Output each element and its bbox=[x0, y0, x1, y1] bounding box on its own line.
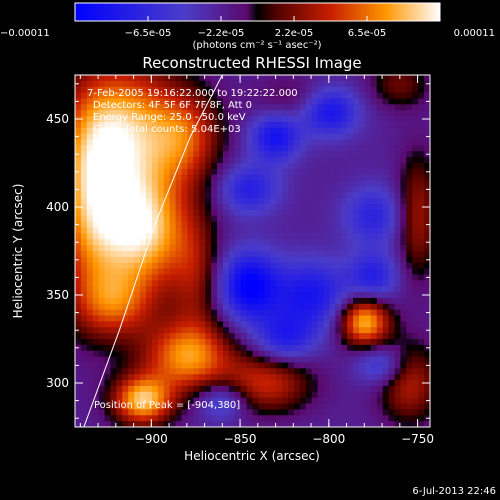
annotation-time: 7-Feb-2005 19:16:22.000 to 19:22:22.000 bbox=[87, 88, 298, 99]
footer-timestamp: 6-Jul-2013 22:46 bbox=[412, 486, 496, 497]
colorbar-tick-label: −6.5e-05 bbox=[125, 28, 172, 39]
annotation-peak: Position of Peak = [-904,380] bbox=[94, 400, 240, 411]
y-tick-label: 350 bbox=[46, 288, 69, 302]
axis-ticks: −900 −850 −800 −750 300 350 400 450 bbox=[46, 75, 434, 446]
solar-limb-line bbox=[83, 75, 223, 427]
heatmap-image bbox=[75, 75, 430, 427]
colorbar-tick-label: −2.2e-05 bbox=[198, 28, 245, 39]
y-axis-label: Heliocentric Y (arcsec) bbox=[11, 184, 25, 319]
annotation-energy: Energy Range: 25.0 - 50.0 keV bbox=[93, 112, 246, 123]
x-axis-label: Heliocentric X (arcsec) bbox=[184, 449, 320, 463]
colorbar bbox=[74, 2, 441, 22]
x-tick-label: −800 bbox=[312, 432, 345, 446]
annotation-detectors: Detectors: 4F 5F 6F 7F 8F, Att 0 bbox=[93, 100, 252, 111]
x-tick-label: −850 bbox=[224, 432, 257, 446]
colorbar-tick-label: 0.00011 bbox=[454, 28, 495, 39]
y-tick-label: 450 bbox=[46, 112, 69, 126]
annotation-clean: Clean Total counts: 5.04E+03 bbox=[93, 124, 241, 135]
colorbar-unit-label: (photons cm⁻² s⁻¹ asec⁻²) bbox=[192, 40, 321, 51]
colorbar-tick-label: −0.00011 bbox=[0, 28, 50, 39]
x-tick-label: −900 bbox=[135, 432, 168, 446]
colorbar-tick-label: 6.5e-05 bbox=[348, 28, 386, 39]
x-tick-label: −750 bbox=[401, 432, 434, 446]
colorbar-tick-label: 2.2e-05 bbox=[275, 28, 313, 39]
plot-frame bbox=[74, 74, 431, 428]
colorbar-ticks: −0.00011 −6.5e-05 −2.2e-05 2.2e-05 6.5e-05 0.… bbox=[0, 16, 495, 39]
chart-title: Reconstructed RHESSI Image bbox=[142, 54, 361, 72]
y-tick-label: 400 bbox=[46, 200, 69, 214]
y-tick-label: 300 bbox=[46, 376, 69, 390]
